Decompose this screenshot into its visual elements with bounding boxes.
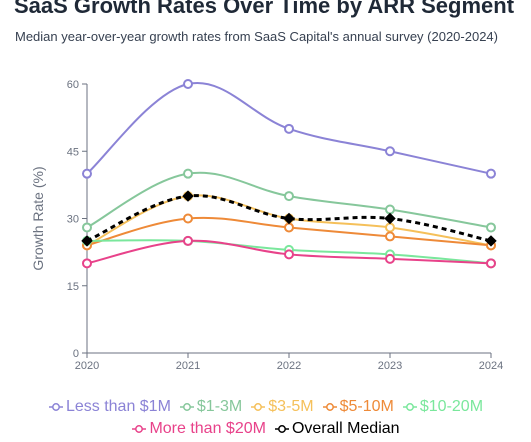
- data-point[interactable]: [183, 79, 193, 89]
- data-point[interactable]: [384, 212, 396, 225]
- data-point[interactable]: [485, 235, 497, 247]
- legend-item[interactable]: Overall Median: [274, 420, 400, 438]
- data-point[interactable]: [82, 168, 92, 179]
- data-point[interactable]: [183, 168, 193, 179]
- data-point[interactable]: [183, 235, 193, 246]
- legend-item[interactable]: Less than $1M: [48, 398, 171, 416]
- series-6: [81, 190, 497, 247]
- legend-item[interactable]: $3-5M: [250, 398, 314, 416]
- y-tick-label: 30: [67, 214, 79, 226]
- chart-subtitle: Median year-over-year growth rates from …: [15, 29, 498, 44]
- data-point[interactable]: [385, 222, 395, 233]
- legend-marker-icon: [251, 403, 266, 411]
- data-point[interactable]: [284, 191, 294, 202]
- data-point[interactable]: [486, 222, 496, 233]
- data-point[interactable]: [385, 231, 395, 242]
- data-point[interactable]: [82, 222, 92, 233]
- data-point[interactable]: [486, 168, 496, 179]
- x-tick-label: 2021: [176, 360, 200, 372]
- data-point[interactable]: [284, 222, 294, 233]
- y-tick-label: 45: [67, 146, 79, 158]
- legend-item[interactable]: More than $20M: [131, 420, 266, 438]
- y-tick-label: 60: [67, 79, 79, 91]
- y-tick-label: 0: [73, 348, 79, 360]
- y-tick-label: 15: [67, 281, 79, 293]
- legend-label: More than $20M: [149, 420, 266, 437]
- legend-row-1: Less than $1M $1-3M $3-5M $5-10M $10-20M: [0, 398, 531, 416]
- data-point[interactable]: [82, 258, 92, 269]
- x-tick-label: 2024: [479, 360, 503, 372]
- x-tick-label: 2020: [75, 360, 99, 372]
- legend-label: $5-10M: [339, 398, 394, 415]
- legend-marker-icon: [322, 403, 337, 411]
- legend-marker-icon: [132, 425, 147, 433]
- x-tick-label: 2022: [277, 360, 301, 372]
- legend-marker-icon: [48, 403, 63, 411]
- legend-marker-icon: [274, 425, 289, 433]
- series-layer: [81, 79, 497, 269]
- data-point[interactable]: [385, 146, 395, 157]
- data-point[interactable]: [385, 204, 395, 215]
- legend-marker-icon: [179, 403, 194, 411]
- data-point[interactable]: [81, 235, 93, 247]
- y-axis-title: Growth Rate (%): [30, 166, 46, 270]
- legend-marker-icon: [402, 403, 417, 411]
- data-point[interactable]: [182, 190, 194, 202]
- data-point[interactable]: [284, 123, 294, 134]
- legend-item[interactable]: $1-3M: [179, 398, 242, 416]
- legend-label: $1-3M: [196, 398, 243, 415]
- axes: 0 15 30 45 60 2020 2021 2022 2023 2024 Growth Rate…: [30, 79, 503, 372]
- data-point[interactable]: [183, 213, 193, 224]
- data-point[interactable]: [385, 253, 395, 264]
- legend-row-2: More than $20M Overall Median: [0, 420, 531, 438]
- legend-item[interactable]: $10-20M: [402, 398, 483, 416]
- legend-label: $3-5M: [268, 398, 314, 415]
- legend-label: Less than $1M: [65, 398, 171, 415]
- series-0: [82, 79, 496, 179]
- legend-label: $10-20M: [419, 398, 484, 415]
- series-line: [86, 194, 492, 243]
- legend-label: Overall Median: [291, 420, 400, 437]
- x-tick-label: 2023: [378, 360, 402, 372]
- series-1: [82, 168, 496, 233]
- series-5: [82, 235, 496, 269]
- data-point[interactable]: [486, 258, 496, 269]
- legend-item[interactable]: $5-10M: [322, 398, 394, 416]
- data-point[interactable]: [284, 249, 294, 260]
- chart-title: SaaS Growth Rates Over Time by ARR Segme…: [14, 0, 515, 18]
- data-point[interactable]: [283, 212, 295, 225]
